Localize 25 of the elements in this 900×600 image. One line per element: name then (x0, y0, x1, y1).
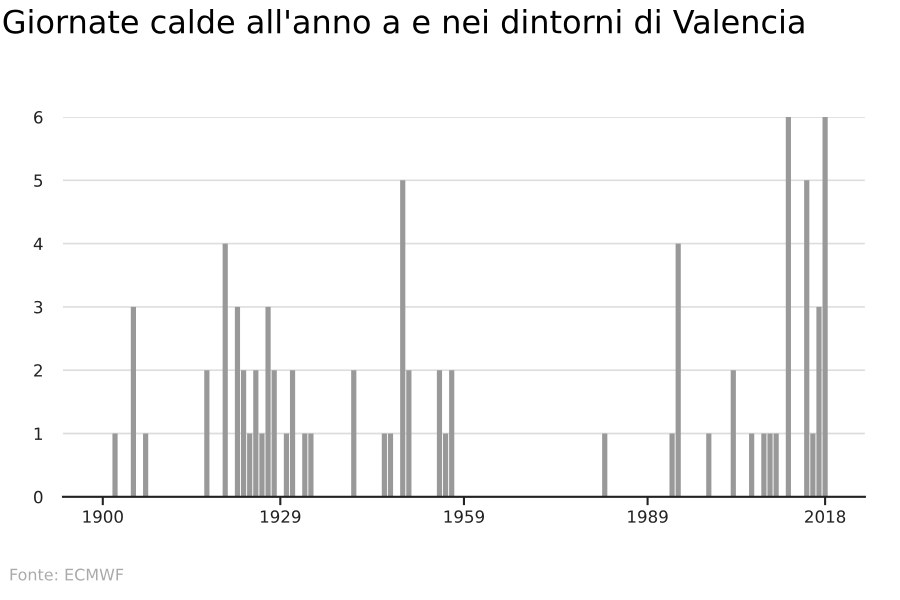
y-tick-label: 2 (34, 364, 42, 377)
bar (730, 370, 736, 497)
y-tick-label: 0 (34, 490, 42, 504)
y-tick-label: 4 (34, 238, 43, 250)
y-tick-label: 3 (34, 300, 42, 314)
bar (204, 370, 210, 497)
bar (351, 370, 356, 497)
bar (602, 434, 608, 497)
bar (143, 434, 148, 497)
x-tick-label: 1900 (83, 510, 123, 523)
bar (706, 434, 712, 497)
x-tick-label: 1929 (260, 510, 300, 523)
chart-title: Giornate calde all'anno a e nei dintorni di Valencia (4, 9, 804, 34)
y-tick-label: 6 (34, 110, 43, 124)
bar (130, 306, 136, 497)
bar (786, 117, 791, 497)
x-tick-label: 1989 (628, 510, 668, 523)
x-tick-label: 2018 (805, 510, 846, 523)
x-tick-label: 1959 (444, 510, 484, 523)
source-note: Fonte: ECMWF (10, 568, 124, 581)
bar (222, 244, 228, 497)
bar (749, 434, 754, 497)
y-tick-label: 5 (34, 174, 42, 187)
bar (112, 434, 118, 497)
y-tick-label: 1 (34, 428, 42, 440)
